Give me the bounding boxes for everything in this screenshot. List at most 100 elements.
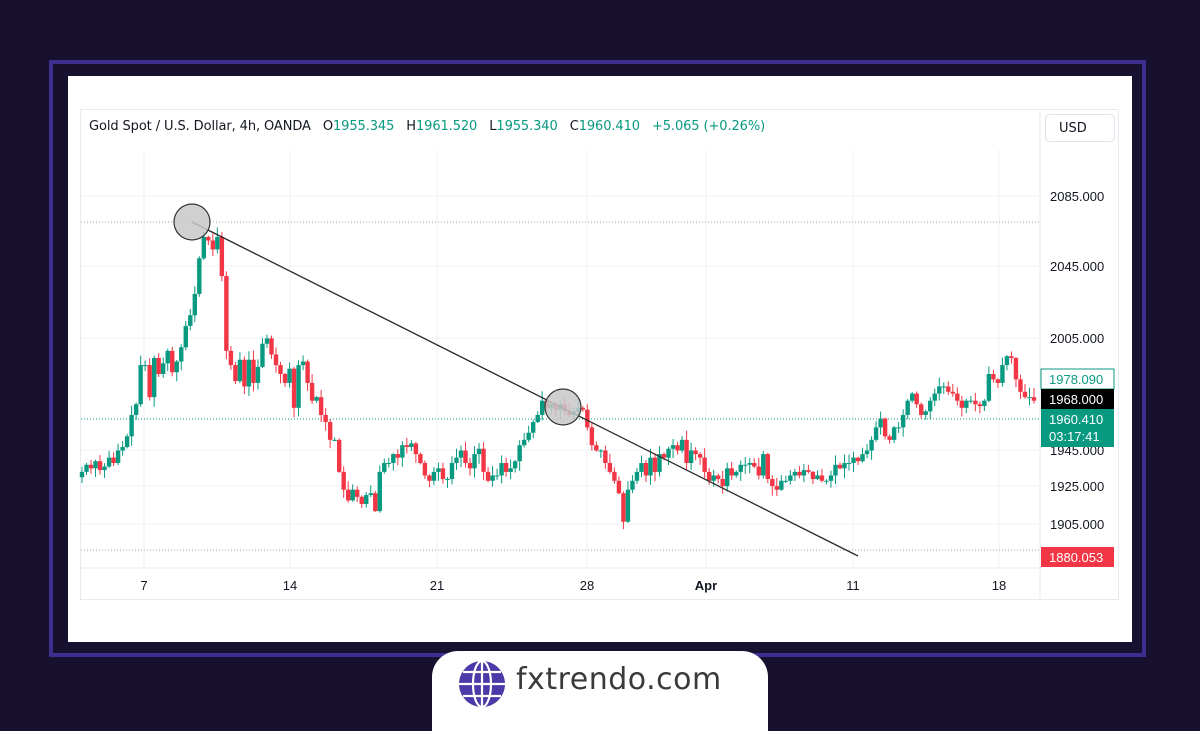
candle-body: [752, 463, 757, 467]
candle-body: [1027, 397, 1032, 399]
candle-body: [345, 489, 351, 501]
candle-body: [237, 359, 243, 382]
candle-body: [440, 468, 446, 480]
candle-body: [891, 427, 897, 440]
candle-body: [630, 480, 635, 490]
candle-body: [476, 448, 482, 455]
low-price-text: 1880.053: [1049, 550, 1103, 565]
candle-body: [404, 445, 410, 447]
last-price-text: 1960.410: [1049, 412, 1103, 427]
candle-body: [449, 463, 455, 480]
candle-body: [594, 445, 599, 451]
candle-body: [991, 374, 996, 380]
candle-body: [1031, 397, 1037, 401]
candle-body: [621, 493, 626, 522]
globe-icon: [459, 660, 505, 708]
candle-body: [170, 350, 175, 373]
candle-body: [463, 450, 468, 463]
candle-body: [724, 468, 730, 487]
candle-body: [887, 436, 892, 440]
candle-body: [454, 457, 459, 463]
candle-body: [634, 471, 640, 481]
candle-body: [928, 400, 933, 412]
candle-body: [986, 374, 992, 401]
candle-body: [639, 463, 644, 472]
candle-body: [688, 450, 694, 463]
candle-body: [761, 454, 766, 476]
candle-body: [706, 471, 712, 481]
x-tick-label: Apr: [695, 578, 717, 593]
candle-body: [878, 418, 883, 428]
high-price-text: 1978.090: [1049, 372, 1103, 387]
candle-body: [792, 471, 798, 476]
candle-body: [837, 464, 843, 469]
close-value: 1960.410: [578, 119, 640, 134]
candle-body: [810, 471, 816, 480]
candle-body: [711, 475, 716, 481]
retest-marker[interactable]: [544, 388, 582, 426]
candle-body: [643, 463, 649, 476]
candle-body: [431, 471, 437, 481]
candle-body: [332, 439, 337, 441]
x-tick-label: 18: [992, 578, 1006, 593]
candle-body: [133, 404, 139, 415]
candle-body: [409, 443, 414, 447]
trendline[interactable]: [191, 221, 859, 557]
open-label: O: [322, 119, 334, 134]
candle-body: [224, 276, 229, 351]
candle-body: [770, 479, 775, 487]
candle-body: [955, 393, 960, 401]
candle-body: [88, 464, 94, 469]
candle-body: [715, 475, 721, 480]
candle-body: [968, 400, 974, 402]
candle-body: [115, 450, 121, 463]
candle-body: [783, 480, 789, 482]
candle-body: [278, 365, 283, 374]
candle-body: [382, 463, 387, 472]
y-tick-label: 2005.000: [1050, 331, 1104, 346]
candle-body: [815, 475, 820, 480]
candle-body: [318, 397, 324, 415]
countdown-text: 03:17:41: [1049, 429, 1100, 444]
candle-body: [860, 454, 865, 462]
candle-body: [84, 464, 89, 472]
candle-body: [269, 338, 274, 355]
candle-body: [300, 361, 306, 366]
candle-body: [995, 379, 1001, 383]
swing-high-marker[interactable]: [173, 203, 211, 241]
change-value: +5.065 (+0.26%): [651, 119, 766, 134]
candle-body: [233, 365, 238, 382]
candle-body: [79, 471, 85, 478]
candle-body: [977, 404, 983, 407]
candle-body: [1000, 365, 1005, 383]
candle-body: [102, 466, 107, 471]
currency-button[interactable]: USD: [1045, 114, 1115, 142]
candle-body: [652, 457, 658, 472]
candle-body: [607, 463, 613, 472]
candle-body: [932, 393, 937, 401]
candle-body: [323, 414, 328, 423]
candle-body: [255, 366, 261, 383]
candle-body: [964, 400, 969, 408]
x-tick-label: 14: [283, 578, 297, 593]
candle-body: [973, 400, 978, 405]
candle-body: [355, 489, 360, 497]
candle-body: [738, 464, 743, 472]
candle-body: [129, 414, 134, 437]
candle-body: [1018, 379, 1023, 392]
candle-body: [219, 236, 225, 277]
candle-body: [517, 445, 522, 462]
candle-body: [151, 357, 157, 398]
candle-body: [950, 391, 955, 394]
candle-body: [684, 439, 689, 463]
candle-body: [937, 386, 942, 394]
brand-name: fxtrendo.com: [516, 662, 722, 697]
candle-body: [472, 454, 477, 469]
candle-body: [855, 457, 861, 462]
candle-body: [693, 450, 698, 455]
candle-body: [458, 450, 464, 458]
candle-body: [400, 445, 405, 458]
candle-body: [161, 363, 166, 374]
candle-body: [373, 493, 378, 512]
